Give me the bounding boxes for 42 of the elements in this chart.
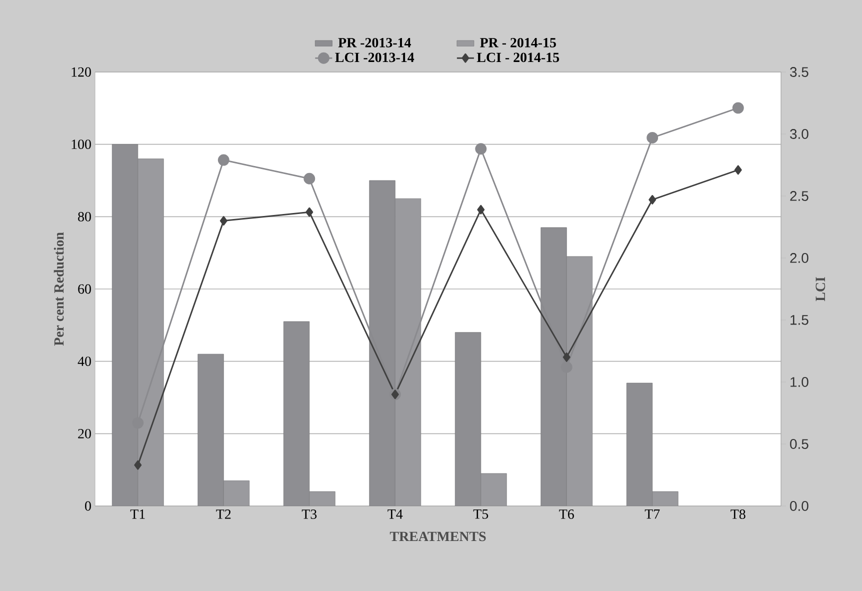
x-tick-label: T3 [302, 510, 317, 519]
legend-label: PR - 2014-15 [480, 38, 556, 48]
x-tick-label: T5 [473, 510, 488, 519]
y-tick-label: 80 [78, 212, 91, 222]
y2-axis-title: LCI [816, 277, 826, 302]
point [475, 143, 487, 155]
y-tick-label: 60 [78, 284, 91, 294]
y2-tick-label: 2.0 [790, 253, 808, 263]
y2-tick-label: 1.5 [790, 315, 808, 325]
y-tick-label: 40 [78, 356, 91, 366]
point [734, 165, 742, 175]
y-tick-label: 20 [78, 428, 91, 438]
point [306, 207, 314, 217]
point [220, 216, 228, 226]
point [562, 352, 570, 362]
x-tick-label: T6 [559, 510, 574, 519]
y2-tick-label: 1.0 [790, 377, 808, 387]
point [134, 460, 142, 470]
point [732, 102, 744, 114]
point [648, 194, 656, 204]
point [477, 204, 485, 214]
y-axis-title: Per cent Reduction [54, 232, 64, 346]
x-tick-label: T7 [644, 510, 660, 519]
legend-label: PR -2013-14 [338, 38, 411, 48]
x-tick-label: T1 [130, 510, 145, 519]
legend-label: LCI - 2014-15 [476, 52, 560, 62]
point [218, 154, 230, 166]
x-tick-label: T4 [388, 510, 403, 519]
y-tick-label: 100 [72, 140, 91, 150]
y2-tick-label: 0.5 [790, 439, 808, 449]
point [646, 132, 658, 144]
y2-tick-label: 2.5 [790, 191, 808, 201]
x-tick-label: T8 [730, 510, 746, 519]
legend-label: LCI -2013-14 [335, 52, 414, 62]
y2-tick-label: 3.0 [790, 129, 808, 139]
y2-tick-label: 3.5 [790, 67, 808, 77]
y2-tick-label: 0.0 [790, 501, 808, 511]
y-tick-label: 120 [72, 67, 91, 77]
y-tick-label: 0 [85, 501, 91, 511]
x-axis-title: TREATMENTS [390, 532, 486, 542]
x-tick-label: T2 [216, 510, 231, 519]
point [304, 172, 316, 184]
